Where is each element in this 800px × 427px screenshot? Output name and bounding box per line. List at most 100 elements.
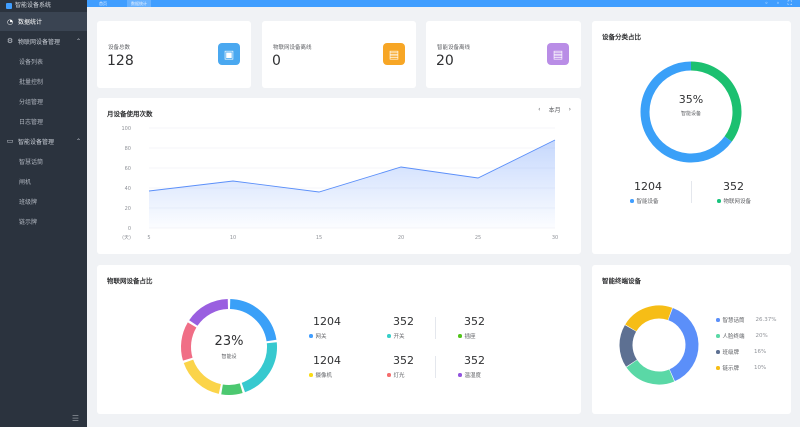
usage-line[interactable] — [148, 139, 556, 193]
tab-dashboard[interactable]: 数据统计 — [127, 0, 151, 7]
iot-share-slice[interactable] — [183, 359, 222, 394]
y-tick-label: 0 — [128, 226, 131, 232]
pie-chart-icon: ◔ — [6, 17, 14, 26]
iot-share-slice[interactable] — [221, 383, 243, 395]
donut-center-value: 23% — [214, 334, 244, 349]
sidebar-item-label: 数据统计 — [18, 19, 43, 26]
x-tick-label: 25 — [475, 235, 481, 241]
sidebar-item-batch-control[interactable]: 批量控制 — [0, 71, 87, 91]
device-share-slice[interactable] — [690, 61, 742, 142]
document-icon: ▤ — [547, 43, 569, 65]
sidebar-group-smart[interactable]: ▭ 智能设备管理 ⌃ — [0, 131, 87, 151]
chevron-up-icon: ⌃ — [75, 37, 81, 45]
fullscreen-icon[interactable]: ⛶ — [787, 0, 792, 7]
legend-label: 链示牌 — [722, 366, 740, 372]
bell-icon[interactable]: ◦ — [764, 0, 769, 7]
legend-label: 摄像机 — [315, 373, 333, 379]
legend-label: 智能设备 — [636, 199, 659, 205]
legend-label: 温湿度 — [464, 373, 482, 379]
legend-item: 摄像机 — [309, 371, 332, 379]
card-title: 物联网设备占比 — [107, 277, 153, 285]
legend-dot — [309, 334, 313, 338]
iot-share-slice[interactable] — [229, 299, 277, 342]
sidebar-item-label: 日志管理 — [19, 118, 44, 126]
legend-value: 352 — [723, 180, 744, 193]
chevron-right-icon[interactable]: › — [568, 106, 571, 113]
smart-terminal-donut — [619, 305, 699, 385]
legend-value: 352 — [393, 315, 414, 328]
stat-value: 0 — [272, 53, 281, 69]
legend-dot — [716, 350, 720, 354]
sidebar-item-dashboard[interactable]: ◔ 数据统计 — [0, 12, 87, 31]
legend-label: 人脸终端 — [722, 334, 745, 340]
y-tick-label: 60 — [125, 166, 131, 172]
sidebar-item-smart-mic[interactable]: 智慧话筒 — [0, 151, 87, 171]
device-share-card: 设备分类占比 35% 智能设备 1204 智能设备 352 物联网设备 — [592, 21, 791, 254]
legend-item: 智慧话筒 26.37% — [716, 316, 777, 324]
iot-share-slice[interactable] — [181, 322, 197, 361]
sidebar-item-gate[interactable]: 闸机 — [0, 171, 87, 191]
legend-item: 插座 — [458, 332, 476, 340]
sidebar-item-label: 分组管理 — [19, 98, 44, 106]
usage-line-chart: 100 80 60 40 20 0 (天) 5 10 15 20 25 30 — [121, 126, 558, 241]
legend-label: 插座 — [464, 334, 476, 340]
legend-value: 1204 — [313, 315, 341, 328]
sidebar-group-iot[interactable]: ⚙ 物联网设备管理 ⌃ — [0, 31, 87, 51]
topbar: 首页 数据统计 ◦ ◦ ⛶ — [87, 0, 800, 7]
y-tick-label: 20 — [125, 206, 131, 212]
sidebar-item-label: 批量控制 — [19, 78, 44, 86]
smart-terminal-slice[interactable] — [626, 359, 675, 385]
card-title: 智能终端设备 — [602, 277, 641, 285]
sidebar-item-label: 智慧话筒 — [19, 158, 44, 166]
legend-dot — [630, 199, 634, 203]
divider — [691, 181, 692, 203]
legend-item: 网关 — [309, 332, 327, 340]
stat-card-smart-offline: 智能设备离线 20 ▤ — [426, 21, 581, 88]
app-logo: 智能设备系统 — [0, 0, 87, 12]
menu-collapse-icon[interactable]: ☰ — [71, 414, 79, 423]
iot-share-slice[interactable] — [189, 299, 229, 327]
smart-terminal-slice[interactable] — [667, 308, 699, 382]
logo-icon — [6, 3, 12, 9]
sidebar-item-log-manage[interactable]: 日志管理 — [0, 111, 87, 131]
sidebar-item-group-manage[interactable]: 分组管理 — [0, 91, 87, 111]
device-share-slice[interactable] — [640, 61, 732, 163]
legend-item: 灯光 — [387, 371, 405, 379]
legend-value: 352 — [464, 354, 485, 367]
x-unit-label: (天) — [122, 235, 131, 241]
period-label: 本月 — [548, 107, 561, 114]
legend-dot — [716, 366, 720, 370]
sidebar-item-device-list[interactable]: 设备列表 — [0, 51, 87, 71]
x-tick-label: 15 — [316, 235, 322, 241]
user-icon[interactable]: ◦ — [776, 0, 780, 7]
legend-dot — [458, 373, 462, 377]
stat-label: 物联网设备离线 — [273, 45, 312, 51]
sidebar-item-label: 设备列表 — [19, 58, 44, 66]
legend-dot — [716, 318, 720, 322]
monitor-icon: ▣ — [218, 43, 240, 65]
sidebar-group-label: 智能设备管理 — [18, 138, 55, 146]
legend-item: 班级牌 16% — [716, 348, 766, 356]
legend-label: 灯光 — [393, 373, 405, 379]
iot-share-slice[interactable] — [241, 342, 277, 393]
smart-terminal-slice[interactable] — [619, 325, 638, 367]
y-tick-label: 80 — [125, 146, 131, 152]
stat-card-iot-offline: 物联网设备离线 0 ▤ — [262, 21, 416, 88]
legend-dot — [309, 373, 313, 377]
legend-percent: 26.37% — [755, 317, 777, 323]
topbar-icons: ◦ ◦ ⛶ — [765, 0, 792, 7]
sidebar: 智能设备系统 ◔ 数据统计 ⚙ 物联网设备管理 ⌃ 设备列表 批量控制 分组管理… — [0, 0, 87, 427]
sidebar-item-display-board[interactable]: 链示牌 — [0, 211, 87, 231]
chevron-left-icon[interactable]: ‹ — [538, 106, 541, 113]
legend-item: 智能设备 — [630, 197, 659, 205]
tab-label: 首页 — [99, 1, 107, 6]
x-tick-label: 10 — [230, 235, 236, 241]
iot-share-card: 物联网设备占比 23% 智能设 1204 网关 352 开关 352 插座 12… — [97, 265, 581, 414]
sidebar-item-class-board[interactable]: 班级牌 — [0, 191, 87, 211]
tab-home[interactable]: 首页 — [95, 0, 111, 7]
legend-dot — [458, 334, 462, 338]
legend-item: 物联网设备 — [717, 197, 751, 205]
settings-icon: ⚙ — [6, 37, 14, 45]
smart-terminal-slice[interactable] — [625, 305, 673, 332]
divider — [435, 317, 436, 339]
